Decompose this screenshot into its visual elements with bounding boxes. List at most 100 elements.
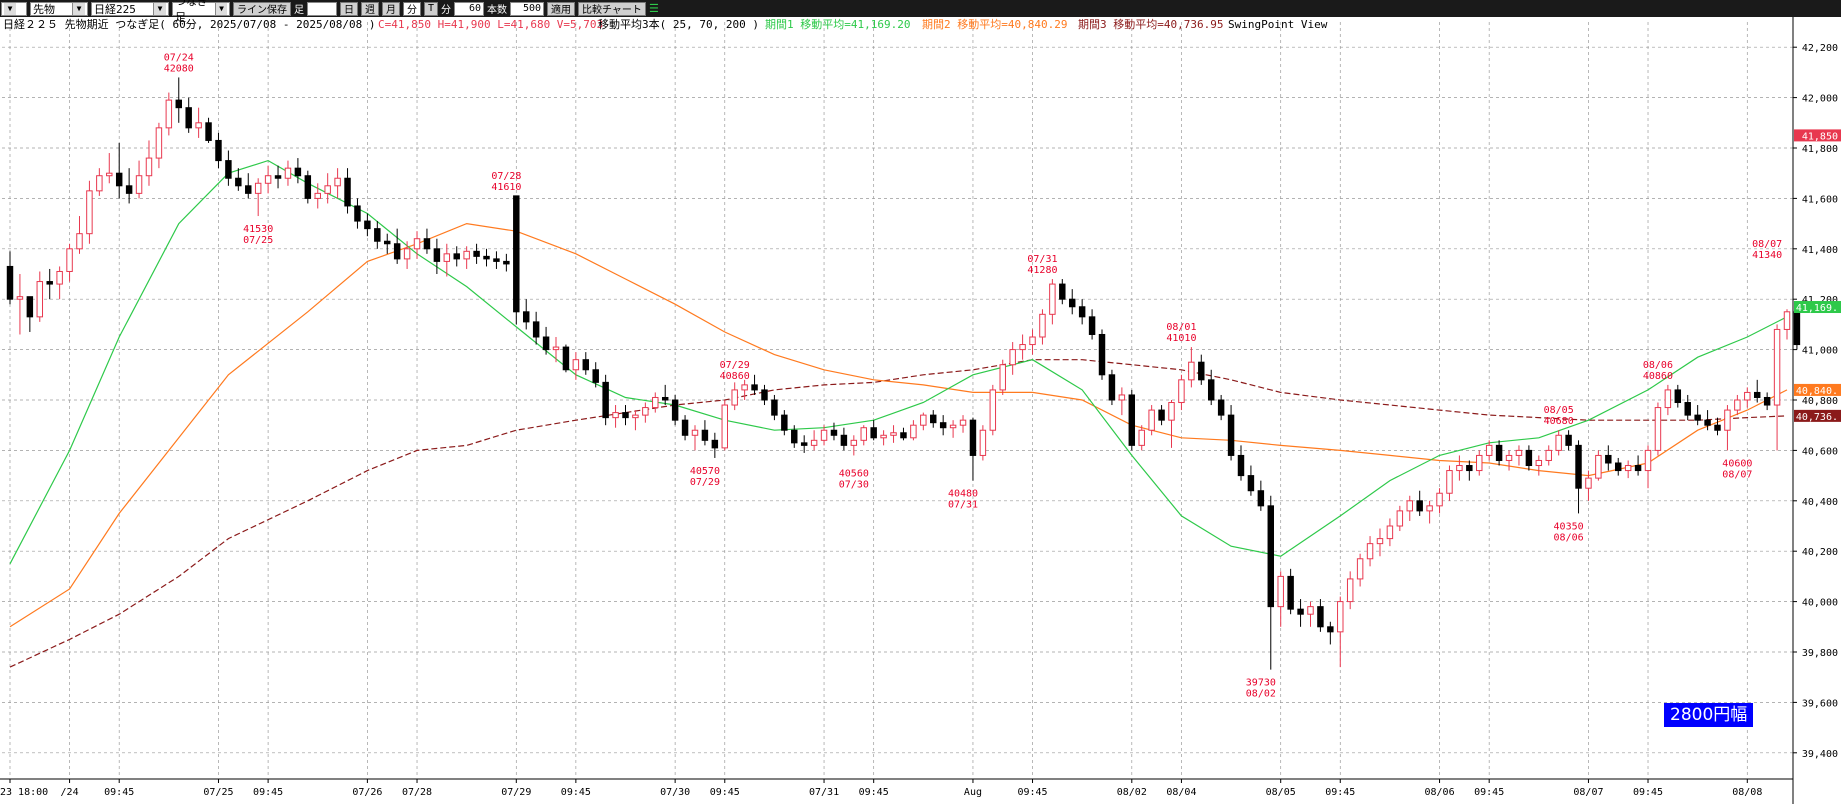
candle[interactable] bbox=[1227, 405, 1235, 461]
candle[interactable] bbox=[1495, 440, 1503, 466]
candle[interactable] bbox=[1674, 384, 1682, 408]
candle[interactable] bbox=[66, 243, 73, 282]
candle[interactable] bbox=[1555, 430, 1562, 456]
candle[interactable] bbox=[195, 107, 202, 138]
candle[interactable] bbox=[324, 173, 331, 204]
candle[interactable] bbox=[1575, 440, 1582, 514]
candle[interactable] bbox=[731, 382, 738, 411]
candle[interactable] bbox=[1178, 374, 1185, 411]
period-week-button[interactable]: 週 bbox=[361, 1, 379, 16]
candle[interactable] bbox=[1327, 621, 1334, 645]
bar-type-select[interactable]: つなぎ足 ▼ bbox=[172, 0, 230, 24]
candle[interactable] bbox=[284, 160, 292, 186]
candle[interactable] bbox=[145, 140, 153, 186]
candle[interactable] bbox=[681, 415, 689, 441]
candle[interactable] bbox=[1009, 342, 1016, 375]
candle[interactable] bbox=[106, 153, 113, 184]
compare-chart-button[interactable]: 比較チャート bbox=[578, 1, 646, 16]
candle[interactable] bbox=[16, 274, 24, 335]
candle[interactable] bbox=[741, 379, 748, 400]
candle[interactable] bbox=[989, 384, 997, 436]
candle[interactable] bbox=[1406, 495, 1413, 521]
candle[interactable] bbox=[949, 420, 957, 438]
candle[interactable] bbox=[1366, 536, 1374, 567]
candle[interactable] bbox=[1247, 465, 1255, 496]
candle[interactable] bbox=[1188, 347, 1195, 388]
candle[interactable] bbox=[1436, 488, 1443, 514]
candle[interactable] bbox=[393, 228, 401, 264]
candle[interactable] bbox=[443, 243, 451, 277]
candle[interactable] bbox=[830, 422, 838, 441]
candle[interactable] bbox=[1237, 445, 1245, 481]
period-tick-button[interactable]: T bbox=[424, 1, 439, 16]
candle[interactable] bbox=[1049, 279, 1056, 325]
candle[interactable] bbox=[1287, 568, 1294, 615]
candle[interactable] bbox=[1128, 389, 1136, 451]
candle[interactable] bbox=[1535, 455, 1543, 476]
candle[interactable] bbox=[1624, 460, 1632, 479]
candle[interactable] bbox=[711, 432, 719, 458]
candle[interactable] bbox=[1485, 440, 1493, 461]
candle[interactable] bbox=[304, 170, 312, 204]
candle[interactable] bbox=[900, 427, 907, 441]
candle[interactable] bbox=[542, 326, 550, 355]
candle[interactable] bbox=[602, 374, 609, 426]
candle[interactable] bbox=[245, 173, 252, 199]
candle[interactable] bbox=[26, 296, 34, 332]
candle[interactable] bbox=[1634, 455, 1642, 476]
candle[interactable] bbox=[374, 221, 381, 249]
candle[interactable] bbox=[652, 392, 659, 413]
candle[interactable] bbox=[334, 168, 341, 199]
candle[interactable] bbox=[1416, 490, 1423, 516]
candle[interactable] bbox=[1138, 425, 1145, 451]
candle[interactable] bbox=[691, 425, 699, 451]
candle[interactable] bbox=[800, 435, 808, 453]
period-month-button[interactable]: 月 bbox=[382, 1, 400, 16]
candle[interactable] bbox=[1753, 379, 1761, 403]
candle[interactable] bbox=[930, 410, 937, 428]
candle[interactable] bbox=[6, 251, 14, 305]
candle[interactable] bbox=[225, 150, 232, 186]
candle[interactable] bbox=[264, 165, 272, 194]
candle[interactable] bbox=[155, 122, 163, 169]
candle[interactable] bbox=[1595, 450, 1602, 481]
candle[interactable] bbox=[1158, 405, 1165, 426]
candle[interactable] bbox=[661, 384, 669, 406]
candle[interactable] bbox=[751, 374, 758, 395]
candle[interactable] bbox=[46, 268, 53, 300]
minutes-field[interactable]: 60 bbox=[454, 1, 485, 16]
candle[interactable] bbox=[364, 213, 371, 237]
candle[interactable] bbox=[761, 384, 768, 406]
candle[interactable] bbox=[463, 246, 470, 269]
candle[interactable] bbox=[532, 311, 540, 345]
candle[interactable] bbox=[1654, 402, 1662, 456]
candle[interactable] bbox=[1198, 354, 1205, 385]
candle[interactable] bbox=[562, 344, 570, 373]
candle[interactable] bbox=[294, 158, 302, 184]
index-select[interactable]: 日経225 ▼ bbox=[91, 1, 169, 16]
candle[interactable] bbox=[36, 271, 44, 322]
candle[interactable] bbox=[433, 238, 441, 274]
candle[interactable] bbox=[771, 394, 778, 421]
candle[interactable] bbox=[701, 420, 709, 446]
candle[interactable] bbox=[76, 216, 83, 254]
candle[interactable] bbox=[1644, 445, 1652, 489]
candle[interactable] bbox=[1078, 299, 1086, 325]
candle[interactable] bbox=[1396, 505, 1404, 532]
candle[interactable] bbox=[354, 198, 361, 229]
candle[interactable] bbox=[205, 117, 212, 143]
candle[interactable] bbox=[1515, 445, 1523, 466]
candle[interactable] bbox=[1307, 601, 1314, 627]
candle[interactable] bbox=[185, 97, 192, 133]
candle[interactable] bbox=[1446, 465, 1453, 501]
candle[interactable] bbox=[1257, 480, 1265, 511]
candle[interactable] bbox=[1763, 392, 1771, 411]
candle[interactable] bbox=[721, 400, 729, 451]
candle[interactable] bbox=[1039, 309, 1046, 345]
candle[interactable] bbox=[1724, 405, 1731, 451]
candle[interactable] bbox=[403, 241, 411, 269]
period-minute-button[interactable]: 分 bbox=[403, 1, 421, 16]
candle[interactable] bbox=[1684, 394, 1691, 421]
candle[interactable] bbox=[254, 178, 262, 217]
candle[interactable] bbox=[344, 168, 351, 214]
